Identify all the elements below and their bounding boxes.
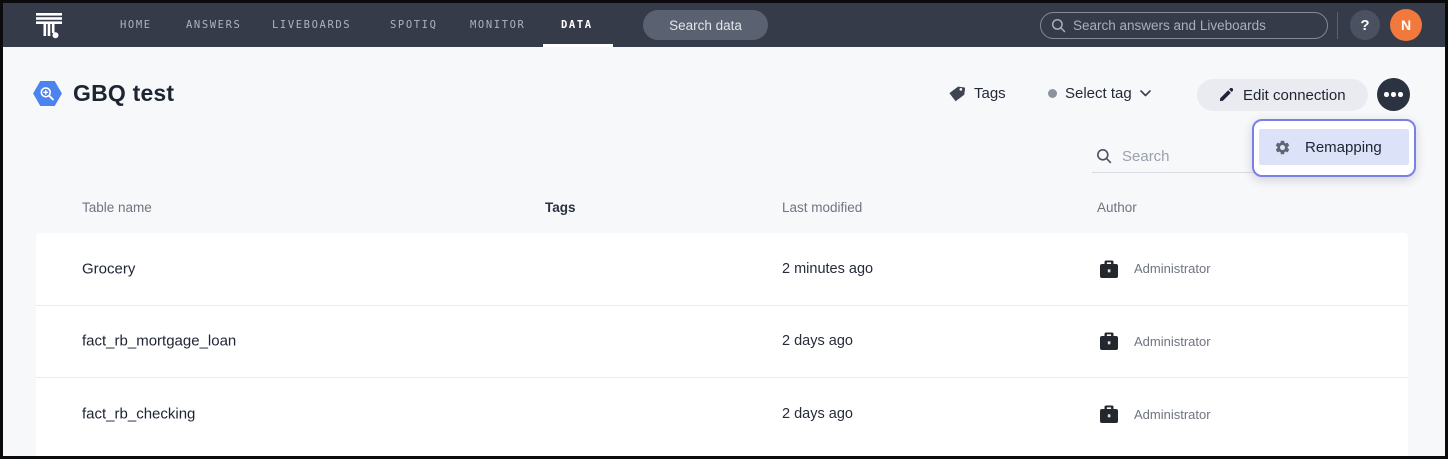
active-tab-indicator (543, 44, 613, 47)
more-options-button[interactable] (1377, 78, 1410, 111)
bigquery-hexagon-icon (33, 81, 62, 106)
last-modified-cell: 2 days ago (782, 333, 853, 350)
table-row[interactable]: fact_rb_checking 2 days ago Administrato… (36, 378, 1408, 451)
page-title: GBQ test (73, 80, 175, 106)
nav-tab-data[interactable]: DATA (561, 19, 593, 31)
table-row[interactable]: Grocery 2 minutes ago Administrator (36, 233, 1408, 306)
author-cell: Administrator (1097, 329, 1211, 353)
nav-tab-liveboards[interactable]: LIVEBOARDS (272, 19, 352, 31)
table-card: Grocery 2 minutes ago Administrator fact… (36, 233, 1408, 459)
tags-label: Tags (974, 85, 1006, 102)
search-data-button[interactable]: Search data (643, 10, 768, 40)
column-header-author[interactable]: Author (1097, 200, 1137, 215)
briefcase-icon (1100, 260, 1118, 278)
more-options-menu: Remapping (1252, 119, 1416, 177)
author-cell: Administrator (1097, 402, 1211, 426)
global-search-input[interactable] (1073, 18, 1317, 33)
tags-label-group: Tags (948, 85, 1006, 102)
tag-icon (949, 86, 965, 102)
user-avatar[interactable]: N (1390, 9, 1422, 41)
gear-icon (1275, 140, 1290, 154)
pencil-icon (1219, 88, 1233, 102)
nav-tab-monitor[interactable]: MONITOR (470, 19, 526, 31)
edit-connection-button[interactable]: Edit connection (1197, 79, 1368, 111)
briefcase-icon (1100, 405, 1118, 424)
search-icon (1097, 149, 1112, 164)
column-header-tags[interactable]: Tags (545, 200, 576, 215)
last-modified-cell: 2 days ago (782, 406, 853, 423)
dot-icon (1384, 92, 1389, 97)
column-header-table-name[interactable]: Table name (82, 200, 152, 215)
author-name: Administrator (1134, 261, 1211, 277)
nav-tab-answers[interactable]: ANSWERS (186, 19, 242, 31)
top-navbar: HOME ANSWERS LIVEBOARDS SPOTIQ MONITOR D… (3, 3, 1445, 47)
nav-tab-spotiq[interactable]: SPOTIQ (390, 19, 438, 31)
help-button[interactable]: ? (1350, 10, 1380, 40)
table-name-link[interactable]: fact_rb_mortgage_loan (82, 332, 237, 350)
dot-icon (1398, 92, 1403, 97)
briefcase-icon (1100, 332, 1118, 351)
table-name-link[interactable]: Grocery (82, 260, 136, 278)
last-modified-cell: 2 minutes ago (782, 260, 874, 277)
nav-divider (1337, 12, 1338, 39)
thoughtspot-logo-icon[interactable] (34, 10, 64, 40)
author-cell: Administrator (1097, 257, 1211, 281)
search-icon (1051, 18, 1066, 33)
global-search-box[interactable] (1040, 12, 1328, 39)
menu-item-remapping[interactable]: Remapping (1259, 129, 1409, 165)
select-tag-dropdown[interactable]: Select tag (1048, 85, 1151, 102)
dot-icon (1391, 92, 1396, 97)
table-name-link[interactable]: fact_rb_checking (82, 405, 196, 423)
menu-item-label: Remapping (1305, 138, 1382, 156)
author-name: Administrator (1134, 406, 1211, 422)
select-tag-label: Select tag (1065, 85, 1132, 102)
tag-color-dot (1048, 89, 1057, 98)
column-header-last-modified[interactable]: Last modified (782, 200, 863, 215)
edit-connection-label: Edit connection (1243, 86, 1346, 104)
table-row[interactable]: fact_rb_mortgage_loan 2 days ago Adminis… (36, 306, 1408, 378)
chevron-down-icon (1139, 90, 1151, 97)
nav-tab-home[interactable]: HOME (120, 19, 152, 31)
author-name: Administrator (1134, 333, 1211, 349)
